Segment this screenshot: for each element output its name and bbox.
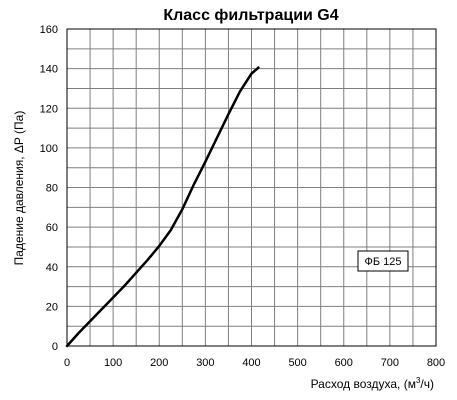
x-tick-label: 700 (381, 357, 399, 369)
y-tick-label: 160 (40, 24, 58, 36)
y-tick-label: 0 (52, 341, 58, 353)
legend: ФБ 125 (357, 250, 409, 272)
x-tick-label: 400 (242, 357, 260, 369)
x-axis-ticks: 0 100 200 300 400 500 600 700 800 (64, 357, 445, 369)
series-group (65, 66, 260, 348)
y-tick-label: 60 (46, 222, 58, 234)
x-tick-label: 100 (104, 357, 122, 369)
legend-entry: ФБ 125 (365, 256, 402, 268)
y-tick-label: 120 (40, 103, 58, 115)
x-tick-label: 0 (64, 357, 70, 369)
plot-border (66, 28, 437, 347)
x-tick-label: 800 (427, 357, 445, 369)
legend-box (357, 250, 409, 272)
y-axis-label: Падение давления, ΔP (Па) (12, 111, 26, 266)
x-tick-label: 200 (150, 357, 168, 369)
x-tick-label: 500 (288, 357, 306, 369)
y-tick-label: 40 (46, 262, 58, 274)
x-axis-label: Расход воздуха, (м3/ч) (311, 376, 434, 391)
y-tick-label: 100 (40, 143, 58, 155)
chart-grid (66, 28, 437, 347)
y-axis-ticks: 0 20 40 60 80 100 120 140 160 (40, 24, 58, 353)
y-tick-label: 80 (46, 183, 58, 195)
x-axis-label-main: Расход воздуха, (м (311, 377, 416, 391)
y-tick-label: 20 (46, 301, 58, 313)
x-axis-label-superscript: 3 (416, 376, 421, 385)
series-line (65, 66, 260, 348)
x-axis-label-end: /ч) (420, 377, 434, 391)
chart-title: Класс фильтрации G4 (163, 7, 338, 24)
x-tick-label: 600 (335, 357, 353, 369)
x-tick-label: 300 (196, 357, 214, 369)
plot-frame (66, 28, 437, 347)
y-tick-label: 140 (40, 64, 58, 76)
